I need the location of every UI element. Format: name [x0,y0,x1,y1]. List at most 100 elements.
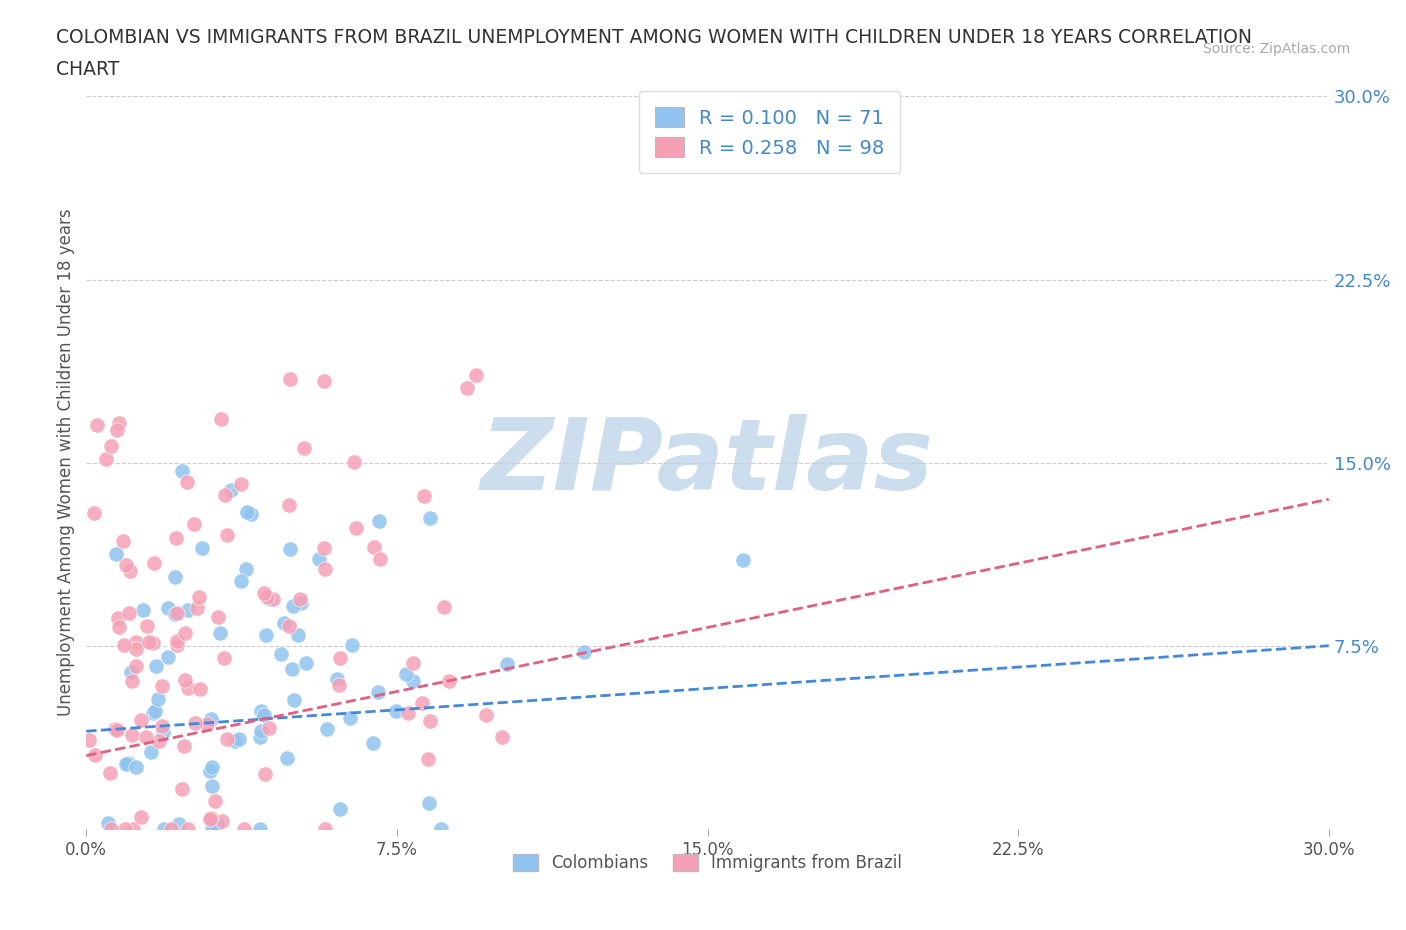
Point [257,721,280,736]
Point [224,734,246,749]
Point [125,760,148,775]
Point [229,574,252,589]
Point [166,633,188,648]
Point [105,723,128,737]
Point [84,748,107,763]
Point [120,665,142,680]
Point [142,636,165,651]
Point [316,721,339,736]
Point [112,638,135,653]
Point [207,610,229,625]
Point [328,677,350,692]
Point [173,672,195,687]
Point [172,782,194,797]
Point [312,374,335,389]
Point [363,539,385,554]
Point [157,601,180,616]
Point [125,642,148,657]
Point [430,821,453,836]
Point [176,474,198,489]
Point [464,368,486,383]
Point [278,498,301,512]
Point [273,616,295,631]
Point [141,744,163,759]
Point [326,671,349,686]
Point [114,821,136,836]
Point [384,703,406,718]
Point [270,646,292,661]
Point [308,551,330,566]
Point [143,704,166,719]
Point [107,610,129,625]
Point [402,656,425,671]
Point [188,682,211,697]
Point [276,751,298,765]
Point [254,628,277,643]
Point [98,765,121,780]
Point [228,731,250,746]
Point [191,540,214,555]
Point [138,634,160,649]
Point [108,415,131,430]
Point [361,736,384,751]
Point [166,605,188,620]
Point [329,651,352,666]
Point [214,651,236,666]
Point [200,711,222,726]
Point [219,483,242,498]
Point [201,821,224,836]
Point [184,715,207,730]
Point [107,619,129,634]
Point [150,718,173,733]
Point [495,657,517,671]
Point [200,810,222,825]
Point [287,628,309,643]
Point [124,634,146,649]
Point [209,411,232,426]
Point [339,711,361,726]
Point [148,692,170,707]
Point [186,601,208,616]
Point [183,516,205,531]
Point [433,599,456,614]
Point [253,707,276,722]
Point [491,729,513,744]
Point [278,541,301,556]
Point [211,813,233,828]
Point [115,557,138,572]
Point [96,452,118,467]
Point [249,704,271,719]
Point [135,729,157,744]
Point [177,603,200,618]
Point [115,756,138,771]
Point [295,655,318,670]
Point [214,487,236,502]
Point [131,810,153,825]
Y-axis label: Unemployment Among Women with Children Under 18 years: Unemployment Among Women with Children U… [58,209,75,716]
Point [235,562,257,577]
Point [177,681,200,696]
Point [166,638,188,653]
Point [122,821,145,836]
Text: COLOMBIAN VS IMMIGRANTS FROM BRAZIL UNEMPLOYMENT AMONG WOMEN WITH CHILDREN UNDER: COLOMBIAN VS IMMIGRANTS FROM BRAZIL UNEM… [56,28,1253,46]
Point [262,592,284,607]
Point [200,778,222,793]
Point [142,555,165,570]
Point [104,547,127,562]
Point [249,724,271,738]
Point [204,793,226,808]
Point [418,796,440,811]
Point [77,733,100,748]
Point [209,625,232,640]
Point [240,507,263,522]
Point [249,729,271,744]
Text: CHART: CHART [56,60,120,79]
Point [572,644,595,659]
Point [121,727,143,742]
Point [401,673,423,688]
Point [395,666,418,681]
Point [86,417,108,432]
Point [177,821,200,836]
Point [118,605,141,620]
Point [249,821,271,836]
